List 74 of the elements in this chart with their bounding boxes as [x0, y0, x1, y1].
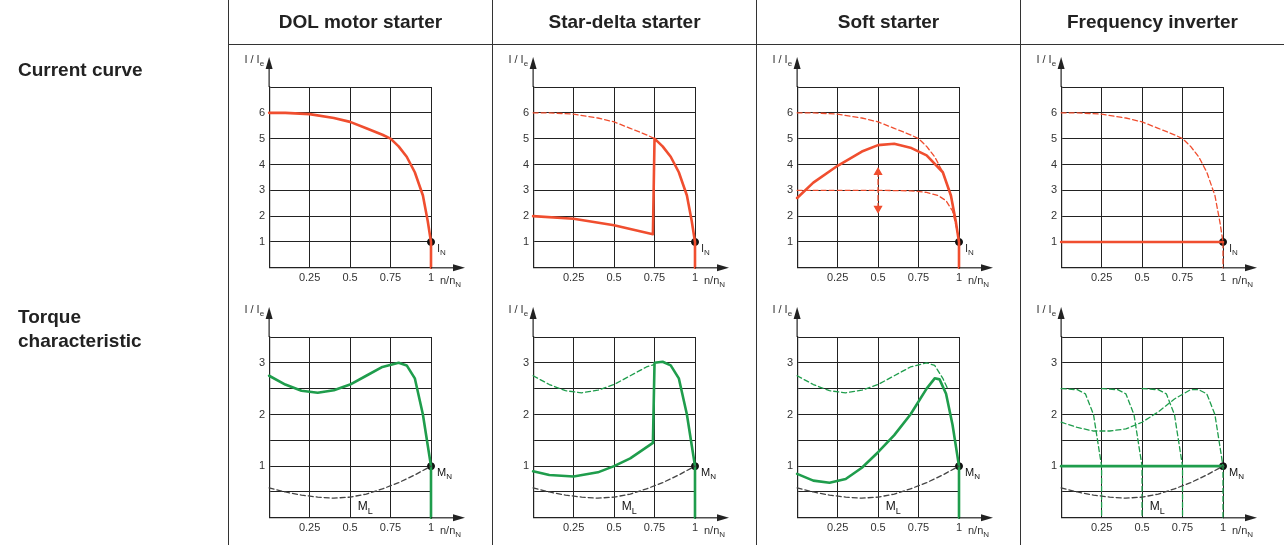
x-tick-label: 0.5 [870, 521, 886, 534]
x-tick-label: 0.75 [1171, 271, 1194, 284]
x-tick-label: 0.75 [379, 271, 402, 284]
x-tick-label: 0.5 [1134, 271, 1150, 284]
y-tick-label: 3 [786, 355, 794, 368]
x-tick-label: 0.5 [606, 271, 622, 284]
chart-title: DOL motor starter [229, 0, 492, 45]
y-tick-label: 3 [522, 355, 530, 368]
chart-title: Soft starter [757, 0, 1020, 45]
y-tick-label: 2 [258, 209, 266, 222]
y-tick-label: 3 [258, 355, 266, 368]
y-tick-label: 4 [1050, 157, 1058, 170]
x-tick-label: 0.25 [1090, 521, 1113, 534]
x-tick-label: 0.5 [342, 521, 358, 534]
x-tick-label: 1 [955, 521, 963, 534]
y-tick-label: 5 [786, 131, 794, 144]
y-tick-label: 5 [1050, 131, 1058, 144]
y-tick-label: 3 [1050, 183, 1058, 196]
x-tick-label: 0.25 [826, 521, 849, 534]
x-tick-label: 1 [691, 271, 699, 284]
y-tick-label: 1 [522, 459, 530, 472]
x-tick-label: 0.5 [1134, 521, 1150, 534]
y-tick-label: 2 [522, 407, 530, 420]
y-tick-label: 1 [1050, 235, 1058, 247]
x-tick-label: 0.75 [643, 271, 666, 284]
y-tick-label: 2 [1050, 407, 1058, 420]
y-tick-label: 3 [1050, 355, 1058, 368]
y-tick-label: 1 [258, 459, 266, 472]
y-tick-label: 4 [786, 157, 794, 170]
y-tick-label: 6 [522, 105, 530, 118]
x-tick-label: 0.75 [379, 521, 402, 534]
y-tick-label: 1 [786, 235, 794, 247]
x-tick-label: 1 [955, 271, 963, 284]
y-tick-label: 2 [258, 407, 266, 420]
x-tick-label: 0.25 [298, 521, 321, 534]
x-tick-label: 0.75 [907, 521, 930, 534]
y-tick-label: 3 [786, 183, 794, 196]
y-tick-label: 1 [522, 235, 530, 247]
x-tick-label: 0.25 [562, 521, 585, 534]
y-tick-label: 3 [522, 183, 530, 196]
x-tick-label: 0.5 [870, 271, 886, 284]
y-tick-label: 2 [786, 209, 794, 222]
chart-title: Frequency inverter [1021, 0, 1284, 45]
x-tick-label: 1 [427, 271, 435, 284]
x-tick-label: 1 [691, 521, 699, 534]
x-tick-label: 0.25 [1090, 271, 1113, 284]
x-tick-label: 1 [1219, 521, 1227, 534]
x-tick-label: 0.5 [342, 271, 358, 284]
y-tick-label: 5 [522, 131, 530, 144]
y-tick-label: 1 [1050, 459, 1058, 472]
y-tick-label: 6 [258, 105, 266, 118]
chart-title: Star-delta starter [493, 0, 756, 45]
x-tick-label: 0.75 [907, 271, 930, 284]
y-tick-label: 4 [258, 157, 266, 170]
y-tick-label: 6 [786, 105, 794, 118]
y-tick-label: 6 [1050, 105, 1058, 118]
x-tick-label: 0.25 [562, 271, 585, 284]
x-tick-label: 1 [1219, 271, 1227, 284]
x-tick-label: 0.25 [298, 271, 321, 284]
y-tick-label: 3 [258, 183, 266, 196]
text: Torque characteristic [18, 305, 143, 353]
y-tick-label: 2 [786, 407, 794, 420]
x-tick-label: 1 [427, 521, 435, 534]
x-tick-label: 0.75 [1171, 521, 1194, 534]
y-tick-label: 2 [522, 209, 530, 222]
y-tick-label: 5 [258, 131, 266, 144]
y-tick-label: 4 [522, 157, 530, 170]
x-tick-label: 0.5 [606, 521, 622, 534]
y-tick-label: 1 [258, 235, 266, 247]
text: Current curve [18, 58, 144, 82]
y-tick-label: 2 [1050, 209, 1058, 222]
y-tick-label: 1 [786, 459, 794, 472]
x-tick-label: 0.75 [643, 521, 666, 534]
x-tick-label: 0.25 [826, 271, 849, 284]
